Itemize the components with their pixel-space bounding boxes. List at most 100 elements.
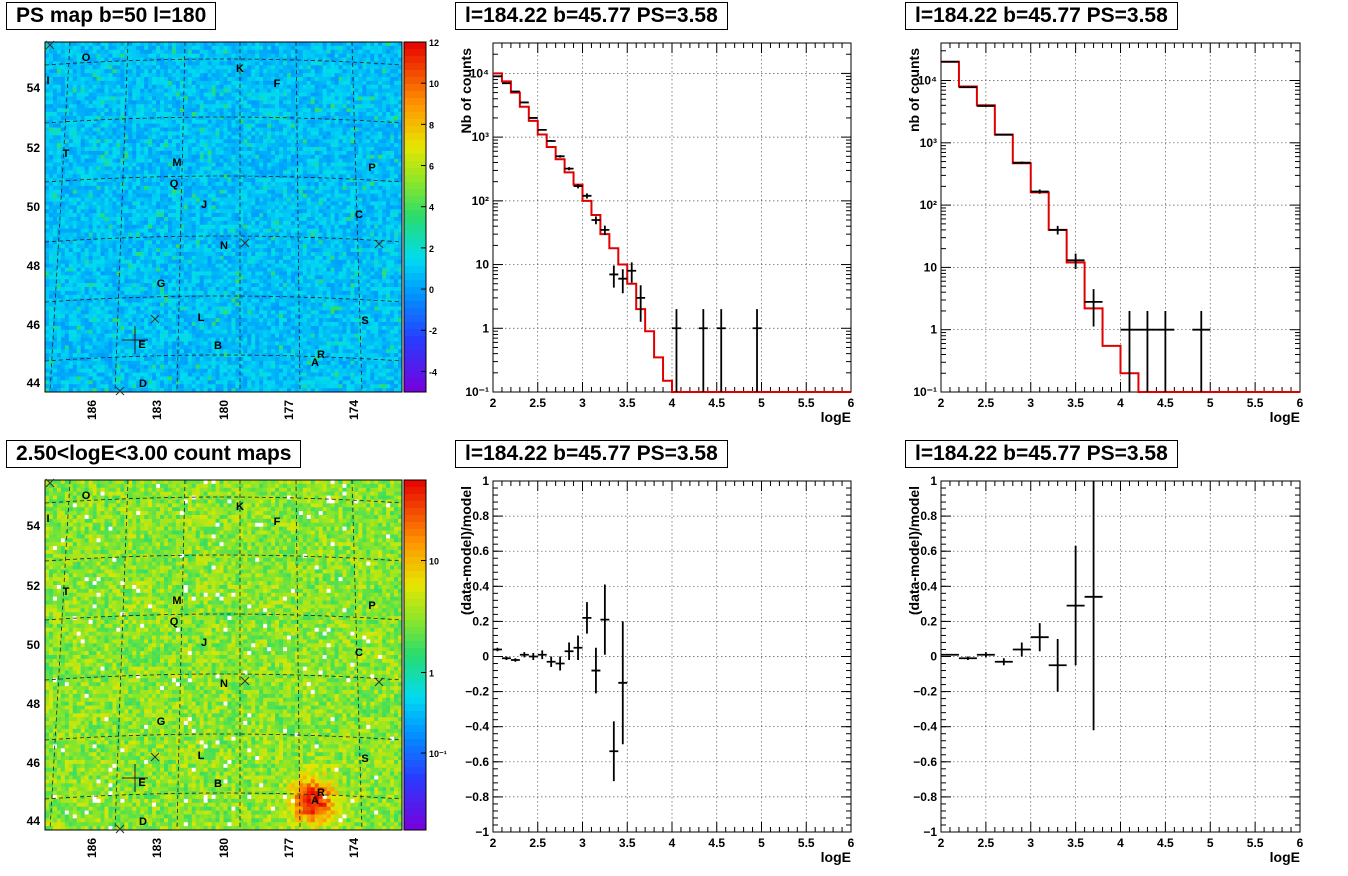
map-top-source-label: E — [138, 339, 145, 351]
map-bottom-source-label: N — [220, 678, 228, 690]
chart-3-data-point — [493, 647, 502, 652]
map-top-colorbar-label: -4 — [429, 367, 437, 377]
map-bottom-ytick-label: 54 — [27, 519, 41, 533]
chart-1-xtick-label: 4.5 — [708, 396, 725, 410]
chart-2-ytick-label: 1 — [930, 323, 937, 337]
map-bottom-lon-line — [295, 479, 301, 831]
chart-4-xtick-label: 4.5 — [1157, 836, 1174, 850]
chart-2-xlabel: logE — [1270, 409, 1300, 425]
chart-3-data-point — [591, 647, 601, 694]
chart-1-data-point — [582, 193, 592, 199]
chart-1-xtick-label: 2 — [490, 396, 497, 410]
chart-1-data-point — [600, 225, 610, 236]
chart-3-data-point — [573, 635, 583, 661]
chart-2-data-point — [1084, 289, 1103, 327]
chart-2-xtick-label: 2.5 — [978, 396, 995, 410]
chart-4-data-point — [1012, 642, 1031, 657]
chart-4-data-point — [994, 658, 1013, 666]
chart-2-xtick-label: 4 — [1117, 396, 1124, 410]
chart-3-xtick-label: 3 — [579, 836, 586, 850]
map-bottom-source-label: A — [311, 795, 319, 807]
chart-4-xtick-label: 6 — [1297, 836, 1304, 850]
map-bottom-colorbar-label: 10⁻¹ — [429, 749, 447, 759]
map-top-ytick-label: 48 — [27, 259, 41, 273]
map-top-cross-marker — [150, 314, 160, 324]
map-bottom-source-label: Q — [170, 616, 179, 628]
chart-1-data-point — [573, 184, 583, 189]
map-top-source-label: D — [139, 378, 147, 390]
spectrum-1-title: l=184.22 b=45.77 PS=3.58 — [455, 2, 728, 30]
map-top-source-label: O — [82, 52, 91, 64]
chart-3-ytick-label: −1 — [475, 825, 489, 839]
chart-3-xtick-label: 5 — [758, 836, 765, 850]
chart-3-data-point — [609, 721, 619, 782]
map-top-ytick-label: 46 — [27, 318, 41, 332]
map-bottom-colorbar-label: 1 — [429, 669, 434, 679]
chart-3-data-point — [519, 652, 529, 658]
map-top-source-label: G — [157, 278, 166, 290]
chart-3-ytick-label: 0.8 — [472, 509, 489, 523]
map-bottom-source-label: M — [172, 595, 181, 607]
chart-1-ytick-label: 10⁴ — [470, 66, 489, 80]
chart-2-ylabel: nb of counts — [906, 48, 922, 132]
chart-1-ytick-label: 10³ — [472, 130, 489, 144]
map-top-colorbar-label: 4 — [429, 203, 434, 213]
chart-3-xtick-label: 2 — [490, 836, 497, 850]
map-top-source-label: K — [236, 63, 244, 75]
chart-1-data-point — [501, 82, 511, 85]
chart-2-data-point — [976, 105, 995, 107]
chart-2-data-point — [1120, 310, 1139, 392]
map-top-cross-marker — [374, 239, 384, 249]
map-top-lon-line — [295, 41, 301, 393]
chart-4-ytick-label: 1 — [930, 474, 937, 488]
chart-1-xlabel: logE — [821, 409, 851, 425]
chart-1-data-point — [698, 309, 708, 392]
residual-2-title: l=184.22 b=45.77 PS=3.58 — [905, 440, 1178, 468]
map-bottom-source-label: O — [82, 490, 91, 502]
chart-3-ytick-label: −0.6 — [465, 755, 489, 769]
map-bottom-xtick-label: 186 — [85, 838, 99, 858]
map-top-ytick-label: 44 — [27, 376, 41, 390]
map-bottom-source-label: R — [317, 787, 325, 799]
map-top-colorbar — [404, 42, 426, 393]
chart-1-data-point — [537, 128, 547, 131]
chart-4-ytick-label: 0.4 — [920, 579, 937, 593]
chart-2-ytick-label: 10⁻¹ — [913, 385, 937, 399]
map-top-lon-line — [114, 41, 129, 393]
map-top-colorbar-label: 0 — [429, 285, 434, 295]
chart-2-ytick-label: 10⁴ — [918, 74, 937, 88]
chart-4-data-point — [976, 652, 995, 658]
map-bottom-lat-line — [44, 496, 403, 504]
map-bottom-lat-line — [44, 733, 403, 741]
chart-1-xtick-label: 6 — [848, 396, 855, 410]
chart-1-xtick-label: 5 — [758, 396, 765, 410]
map-top-source-label: B — [214, 340, 222, 352]
chart-3-ytick-label: 1 — [482, 474, 489, 488]
chart-4-ytick-label: −0.8 — [913, 790, 937, 804]
chart-3-xtick-label: 4 — [669, 836, 676, 850]
chart-3-ytick-label: 0.6 — [472, 544, 489, 558]
residual-1-title: l=184.22 b=45.77 PS=3.58 — [455, 440, 728, 468]
map-top-lon-line — [351, 41, 363, 393]
chart-4-ytick-label: −0.6 — [913, 755, 937, 769]
map-top-xtick-label: 177 — [282, 400, 296, 420]
map-top-cross-marker — [45, 40, 55, 50]
map-bottom-xtick-label: 177 — [282, 838, 296, 858]
chart-3-xtick-label: 5.5 — [798, 836, 815, 850]
chart-1-data-point — [609, 265, 619, 288]
chart-1-data-point — [752, 309, 762, 392]
chart-1-data-point — [519, 101, 529, 104]
chart-2-xtick-label: 3.5 — [1067, 396, 1084, 410]
chart-4-ytick-label: −0.4 — [913, 720, 937, 734]
chart-1-xtick-label: 3 — [579, 396, 586, 410]
chart-3-data-point — [546, 656, 556, 668]
chart-2-data-point — [1012, 161, 1031, 164]
map-bottom-plus-marker — [122, 764, 148, 792]
map-top-lon-line — [176, 41, 186, 393]
chart-4-ylabel: (data-model)/model — [906, 486, 922, 615]
chart-2-model-histogram — [941, 60, 1300, 393]
map-bottom-source-label: L — [198, 750, 205, 762]
chart-3-data-point — [555, 656, 565, 671]
chart-4-ytick-label: −1 — [923, 825, 937, 839]
